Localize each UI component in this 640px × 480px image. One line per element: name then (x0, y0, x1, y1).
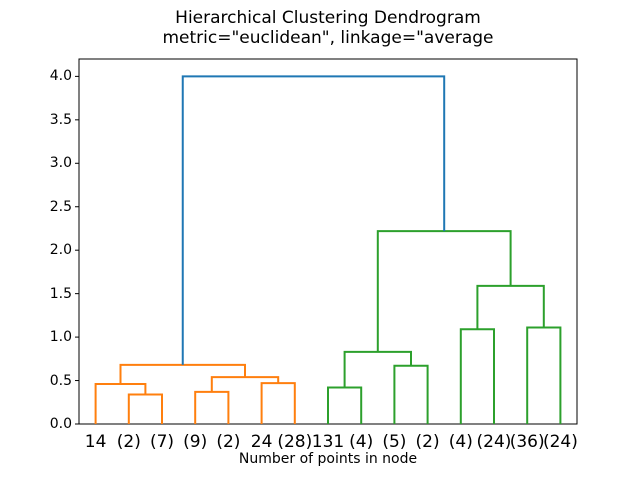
dendrogram-link-M13 (181, 75, 446, 365)
x-tick-label: (2) (216, 432, 241, 452)
y-tick-label: 0.0 (49, 416, 72, 432)
y-tick-label: 1.5 (49, 285, 72, 302)
x-tick-label: (24) (542, 432, 578, 452)
x-tick-label: (2) (116, 432, 141, 452)
x-tick-label: (9) (183, 432, 208, 452)
dendrogram-link-M5 (119, 363, 246, 385)
y-tick-label: 0.5 (49, 372, 72, 389)
dendrogram-link-M12 (376, 230, 512, 352)
chart-subtitle: metric="euclidean", linkage="average (162, 28, 494, 48)
plot-border (78, 58, 578, 425)
dendrogram-link-M1 (94, 383, 147, 424)
x-tick-label: 131 (311, 432, 345, 452)
dendrogram-link-M8 (343, 350, 412, 388)
x-tick-label: (4) (448, 432, 473, 452)
x-tick-label: (5) (382, 432, 407, 452)
dendrogram-link-M3 (260, 382, 296, 424)
y-tick-label: 4.0 (49, 68, 72, 85)
x-tick-label: (4) (349, 432, 374, 452)
y-tick-label: 3.0 (49, 155, 72, 172)
x-tick-label: (2) (415, 432, 440, 452)
dendrogram-link-M0 (127, 393, 163, 424)
dendrogram-link-M7 (393, 364, 429, 424)
y-tick-label: 2.0 (49, 242, 72, 259)
x-tick-label: (7) (149, 432, 175, 452)
dendrogram-link-M9 (459, 328, 495, 424)
dendrogram-link-M4 (210, 376, 280, 392)
y-tick-label: 3.5 (49, 111, 72, 128)
dendrogram-link-M6 (327, 386, 363, 424)
y-tick-label: 1.0 (49, 329, 72, 346)
dendrogram-link-M11 (476, 284, 545, 330)
chart-title: Hierarchical Clustering Dendrogram (175, 8, 481, 28)
x-tick-label: (36) (509, 432, 545, 452)
dendrogram-link-M2 (194, 390, 230, 424)
x-tick-label: 14 (84, 432, 107, 452)
x-tick-label: 24 (250, 432, 273, 452)
x-axis-label: Number of points in node (238, 451, 418, 467)
dendrogram-link-M10 (526, 326, 562, 424)
y-tick-label: 2.5 (49, 198, 72, 215)
x-tick-label: (24) (476, 432, 512, 452)
title-block: Hierarchical Clustering Dendrogram metri… (79, 8, 577, 48)
x-tick-label: (28) (277, 432, 313, 452)
